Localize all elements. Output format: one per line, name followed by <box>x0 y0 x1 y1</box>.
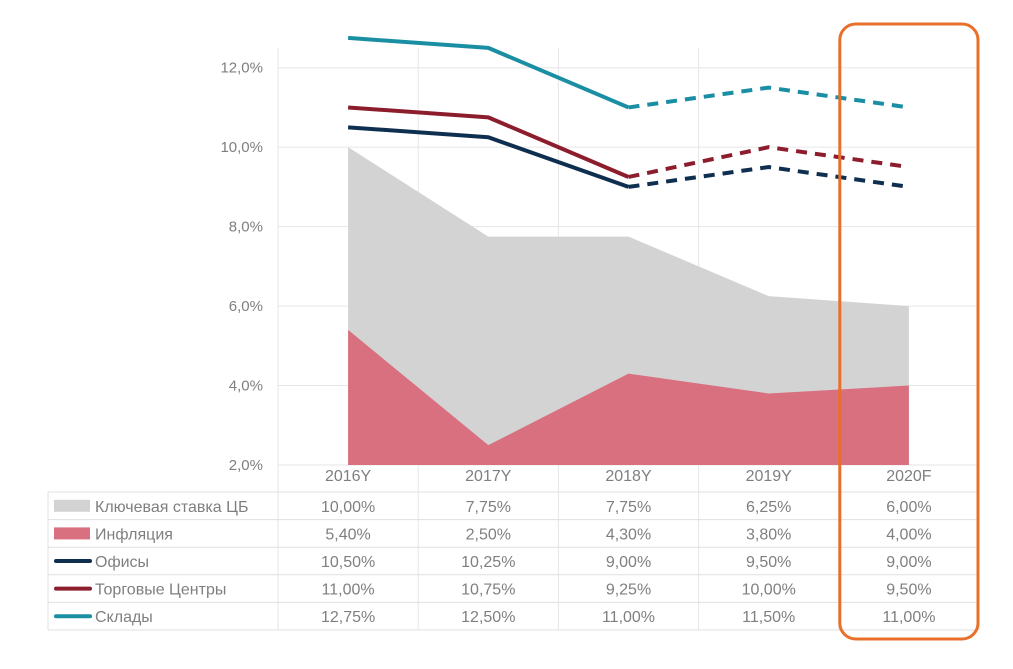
y-tick-label: 2,0% <box>229 457 263 474</box>
forecast-highlight <box>838 22 980 641</box>
highlight-frame <box>838 22 980 641</box>
line-forecast-2 <box>628 165 910 189</box>
table-cell: 9,50% <box>886 582 931 599</box>
table-cell: 10,00% <box>321 499 375 516</box>
legend-key-area <box>54 499 90 512</box>
y-tick-label: 10,0% <box>220 139 263 156</box>
table-cell: 7,75% <box>466 499 511 516</box>
category-label: 2019Y <box>746 468 793 485</box>
y-tick-label: 6,0% <box>229 298 263 315</box>
table-cell: 12,75% <box>321 609 375 626</box>
table-cell: 11,00% <box>882 609 935 626</box>
area-series <box>348 147 909 465</box>
y-tick-label: 4,0% <box>229 378 263 395</box>
table-cell: 12,50% <box>461 609 515 626</box>
area-0 <box>348 147 909 465</box>
table-cell: 11,50% <box>742 609 795 626</box>
table-cell: 11,00% <box>602 609 655 626</box>
table-cell: 10,25% <box>461 554 515 571</box>
data-table: 2016Y 2017Y 2018Y 2019Y 2020F Ключевая ставка… <box>47 468 979 631</box>
table-cell: 9,25% <box>606 582 651 599</box>
category-label: 2017Y <box>465 468 512 485</box>
y-tick-label: 12,0% <box>220 60 263 77</box>
table-cell: 11,00% <box>322 582 375 599</box>
table-cell: 4,00% <box>886 526 931 543</box>
table-cell: 6,25% <box>746 499 791 516</box>
category-label: 2018Y <box>605 468 652 485</box>
table-cell: 4,30% <box>606 526 651 543</box>
table-row-label: Торговые Центры <box>95 582 226 599</box>
line-series <box>347 35 910 189</box>
table-cell: 7,75% <box>606 499 651 516</box>
table-cell: 9,00% <box>886 554 931 571</box>
table-cell: 3,80% <box>746 526 791 543</box>
table-row-label: Офисы <box>95 554 149 571</box>
table-cell: 5,40% <box>325 526 370 543</box>
category-label: 2020F <box>886 468 932 485</box>
line-solid-2 <box>347 125 630 189</box>
table-cell: 9,00% <box>606 554 651 571</box>
table-row-label: Ключевая ставка ЦБ <box>95 499 248 516</box>
table-row-label: Инфляция <box>95 526 173 543</box>
area-1 <box>348 329 909 465</box>
table-cell: 10,00% <box>742 582 796 599</box>
line-forecast-4 <box>628 85 910 110</box>
table-cell: 10,75% <box>461 582 515 599</box>
table-cell: 2,50% <box>466 526 511 543</box>
line-forecast-3 <box>628 145 910 179</box>
legend-key-area <box>54 527 90 540</box>
line-solid-4 <box>347 35 630 110</box>
table-row-label: Склады <box>95 609 153 626</box>
category-label: 2016Y <box>325 468 372 485</box>
table-cell: 9,50% <box>746 554 791 571</box>
table-cell: 6,00% <box>886 499 931 516</box>
y-tick-label: 8,0% <box>229 219 263 236</box>
y-axis-ticks: 2,0% 4,0% 6,0% 8,0% 10,0% 12,0% <box>220 60 263 474</box>
table-cell: 10,50% <box>321 554 375 571</box>
line-solid-3 <box>347 105 630 179</box>
